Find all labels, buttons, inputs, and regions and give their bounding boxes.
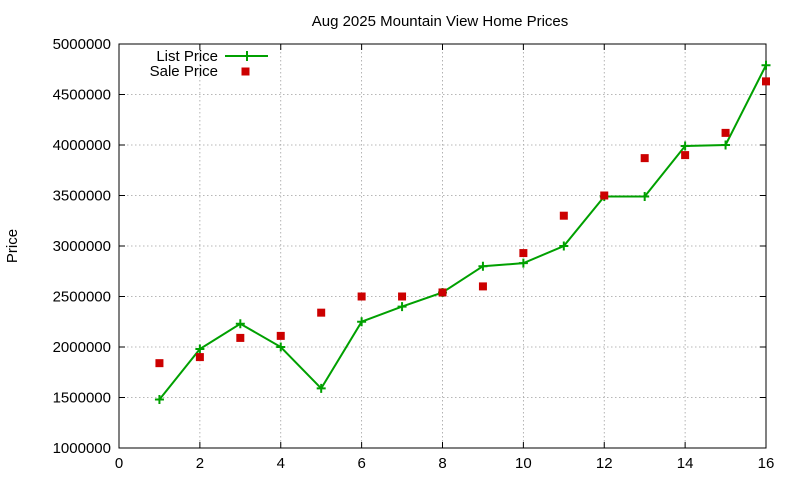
legend-label-sale-price: Sale Price xyxy=(150,63,218,80)
list-price-point xyxy=(195,344,205,354)
sale-price-point xyxy=(155,359,164,368)
y-tick-label: 1500000 xyxy=(53,390,111,407)
sale-price-point xyxy=(438,288,447,297)
x-tick-label: 4 xyxy=(277,455,285,472)
sale-price-point xyxy=(600,191,609,200)
list-price-point xyxy=(640,192,650,202)
x-tick-label: 14 xyxy=(677,455,694,472)
sale-price-point xyxy=(721,128,730,137)
x-tick-label: 10 xyxy=(515,455,532,472)
sale-price-point xyxy=(357,292,366,301)
y-axis-label: Price xyxy=(4,229,21,263)
legend-marker-list-price xyxy=(242,51,252,61)
y-tick-label: 3000000 xyxy=(53,238,111,255)
list-price-point xyxy=(518,258,528,268)
sale-price-point xyxy=(195,353,204,362)
x-tick-label: 2 xyxy=(196,455,204,472)
list-price-point xyxy=(276,342,286,352)
list-price-point xyxy=(761,60,771,70)
series-layer xyxy=(154,60,771,405)
legend-marker-sale-price xyxy=(241,67,250,76)
list-price-point xyxy=(357,317,367,327)
axis-ticks: 1000000 1500000 2000000 2500000 3000000 35000… xyxy=(53,36,775,472)
sale-price-point xyxy=(317,308,326,317)
x-tick-label: 16 xyxy=(758,455,775,472)
chart-title: Aug 2025 Mountain View Home Prices xyxy=(312,13,569,30)
y-tick-label: 4000000 xyxy=(53,137,111,154)
list-price-point xyxy=(316,383,326,393)
list-price-point xyxy=(680,141,690,151)
list-price-point xyxy=(154,395,164,405)
list-price-point xyxy=(721,140,731,150)
x-tick-label: 0 xyxy=(115,455,123,472)
x-tick-label: 8 xyxy=(438,455,446,472)
legend-label-list-price: List Price xyxy=(156,48,218,65)
y-tick-label: 2500000 xyxy=(53,289,111,306)
y-tick-label: 4500000 xyxy=(53,87,111,104)
list-price-line xyxy=(158,64,767,401)
sale-price-point xyxy=(681,151,690,160)
legend: List Price Sale Price xyxy=(150,48,268,80)
y-tick-label: 3500000 xyxy=(53,188,111,205)
y-tick-label: 2000000 xyxy=(53,339,111,356)
list-price-point xyxy=(478,261,488,271)
y-tick-label: 5000000 xyxy=(53,36,111,53)
list-price-point xyxy=(397,302,407,312)
list-price-point xyxy=(235,319,245,329)
sale-price-point xyxy=(236,333,245,342)
x-tick-label: 6 xyxy=(357,455,365,472)
sale-price-point xyxy=(276,331,285,340)
sale-price-point xyxy=(519,249,528,258)
x-tick-label: 12 xyxy=(596,455,613,472)
sale-price-point xyxy=(640,154,649,163)
sale-price-point xyxy=(478,282,487,291)
sale-price-point xyxy=(398,292,407,301)
list-price-point xyxy=(559,241,569,251)
y-tick-label: 1000000 xyxy=(53,440,111,457)
sale-price-point xyxy=(762,77,770,86)
grid-lines xyxy=(118,43,767,449)
sale-price-point xyxy=(559,211,568,220)
